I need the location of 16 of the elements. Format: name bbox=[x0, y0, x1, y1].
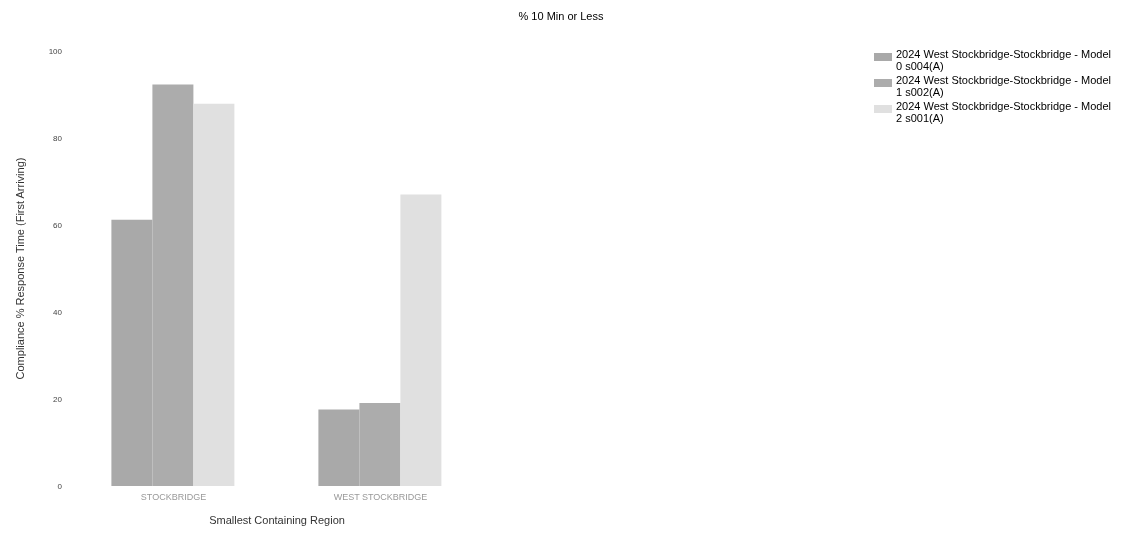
y-tick-label: 100 bbox=[48, 46, 63, 56]
y-axis-title: Compliance % Response Time (First Arriving) bbox=[13, 157, 26, 380]
x-axis-title: Smallest Containing Region bbox=[209, 514, 345, 526]
y-tick-label: 0 bbox=[57, 481, 63, 491]
x-tick-label: STOCKBRIDGE bbox=[140, 492, 207, 503]
y-tick-label: 60 bbox=[53, 220, 63, 230]
y-tick-label: 20 bbox=[53, 394, 63, 404]
bar bbox=[400, 194, 442, 486]
legend-label: 2024 West Stockbridge-Stockbridge - Model 1 s002(A) bbox=[896, 74, 1112, 98]
y-tick-label: 80 bbox=[53, 133, 63, 143]
legend-label: 2024 West Stockbridge-Stockbridge - Model 2 s001(A) bbox=[896, 100, 1112, 124]
legend-label: 2024 West Stockbridge-Stockbridge - Model 0 s004(A) bbox=[896, 48, 1112, 72]
bar bbox=[193, 103, 235, 486]
x-tick-label: WEST STOCKBRIDGE bbox=[333, 492, 428, 503]
text: % 10 Min or Less bbox=[517, 10, 605, 22]
y-tick-label: 40 bbox=[53, 307, 63, 317]
